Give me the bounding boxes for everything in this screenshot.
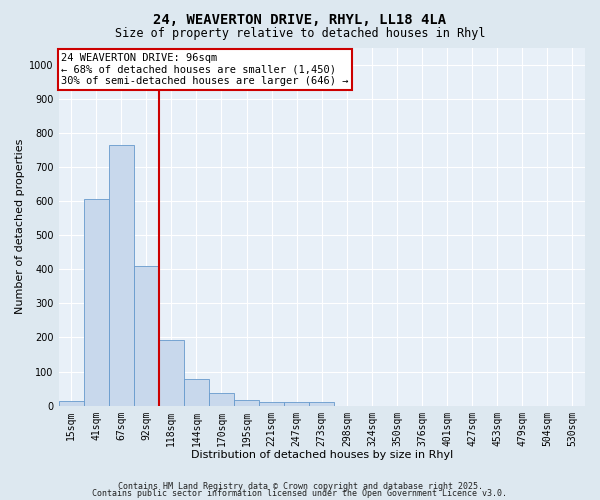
Text: Contains public sector information licensed under the Open Government Licence v3: Contains public sector information licen…: [92, 489, 508, 498]
Bar: [109, 144, 134, 406]
Bar: [184, 379, 209, 406]
Bar: [159, 340, 184, 406]
Bar: [284, 402, 309, 406]
Text: 24 WEAVERTON DRIVE: 96sqm
← 68% of detached houses are smaller (1,450)
30% of se: 24 WEAVERTON DRIVE: 96sqm ← 68% of detac…: [61, 53, 349, 86]
Y-axis label: Number of detached properties: Number of detached properties: [15, 139, 25, 314]
Text: Contains HM Land Registry data © Crown copyright and database right 2025.: Contains HM Land Registry data © Crown c…: [118, 482, 482, 491]
Bar: [259, 402, 284, 406]
Bar: [83, 200, 109, 406]
Bar: [234, 400, 259, 406]
X-axis label: Distribution of detached houses by size in Rhyl: Distribution of detached houses by size …: [191, 450, 453, 460]
Bar: [309, 402, 334, 406]
Text: 24, WEAVERTON DRIVE, RHYL, LL18 4LA: 24, WEAVERTON DRIVE, RHYL, LL18 4LA: [154, 12, 446, 26]
Text: Size of property relative to detached houses in Rhyl: Size of property relative to detached ho…: [115, 28, 485, 40]
Bar: [59, 400, 83, 406]
Bar: [134, 266, 159, 406]
Bar: [209, 393, 234, 406]
